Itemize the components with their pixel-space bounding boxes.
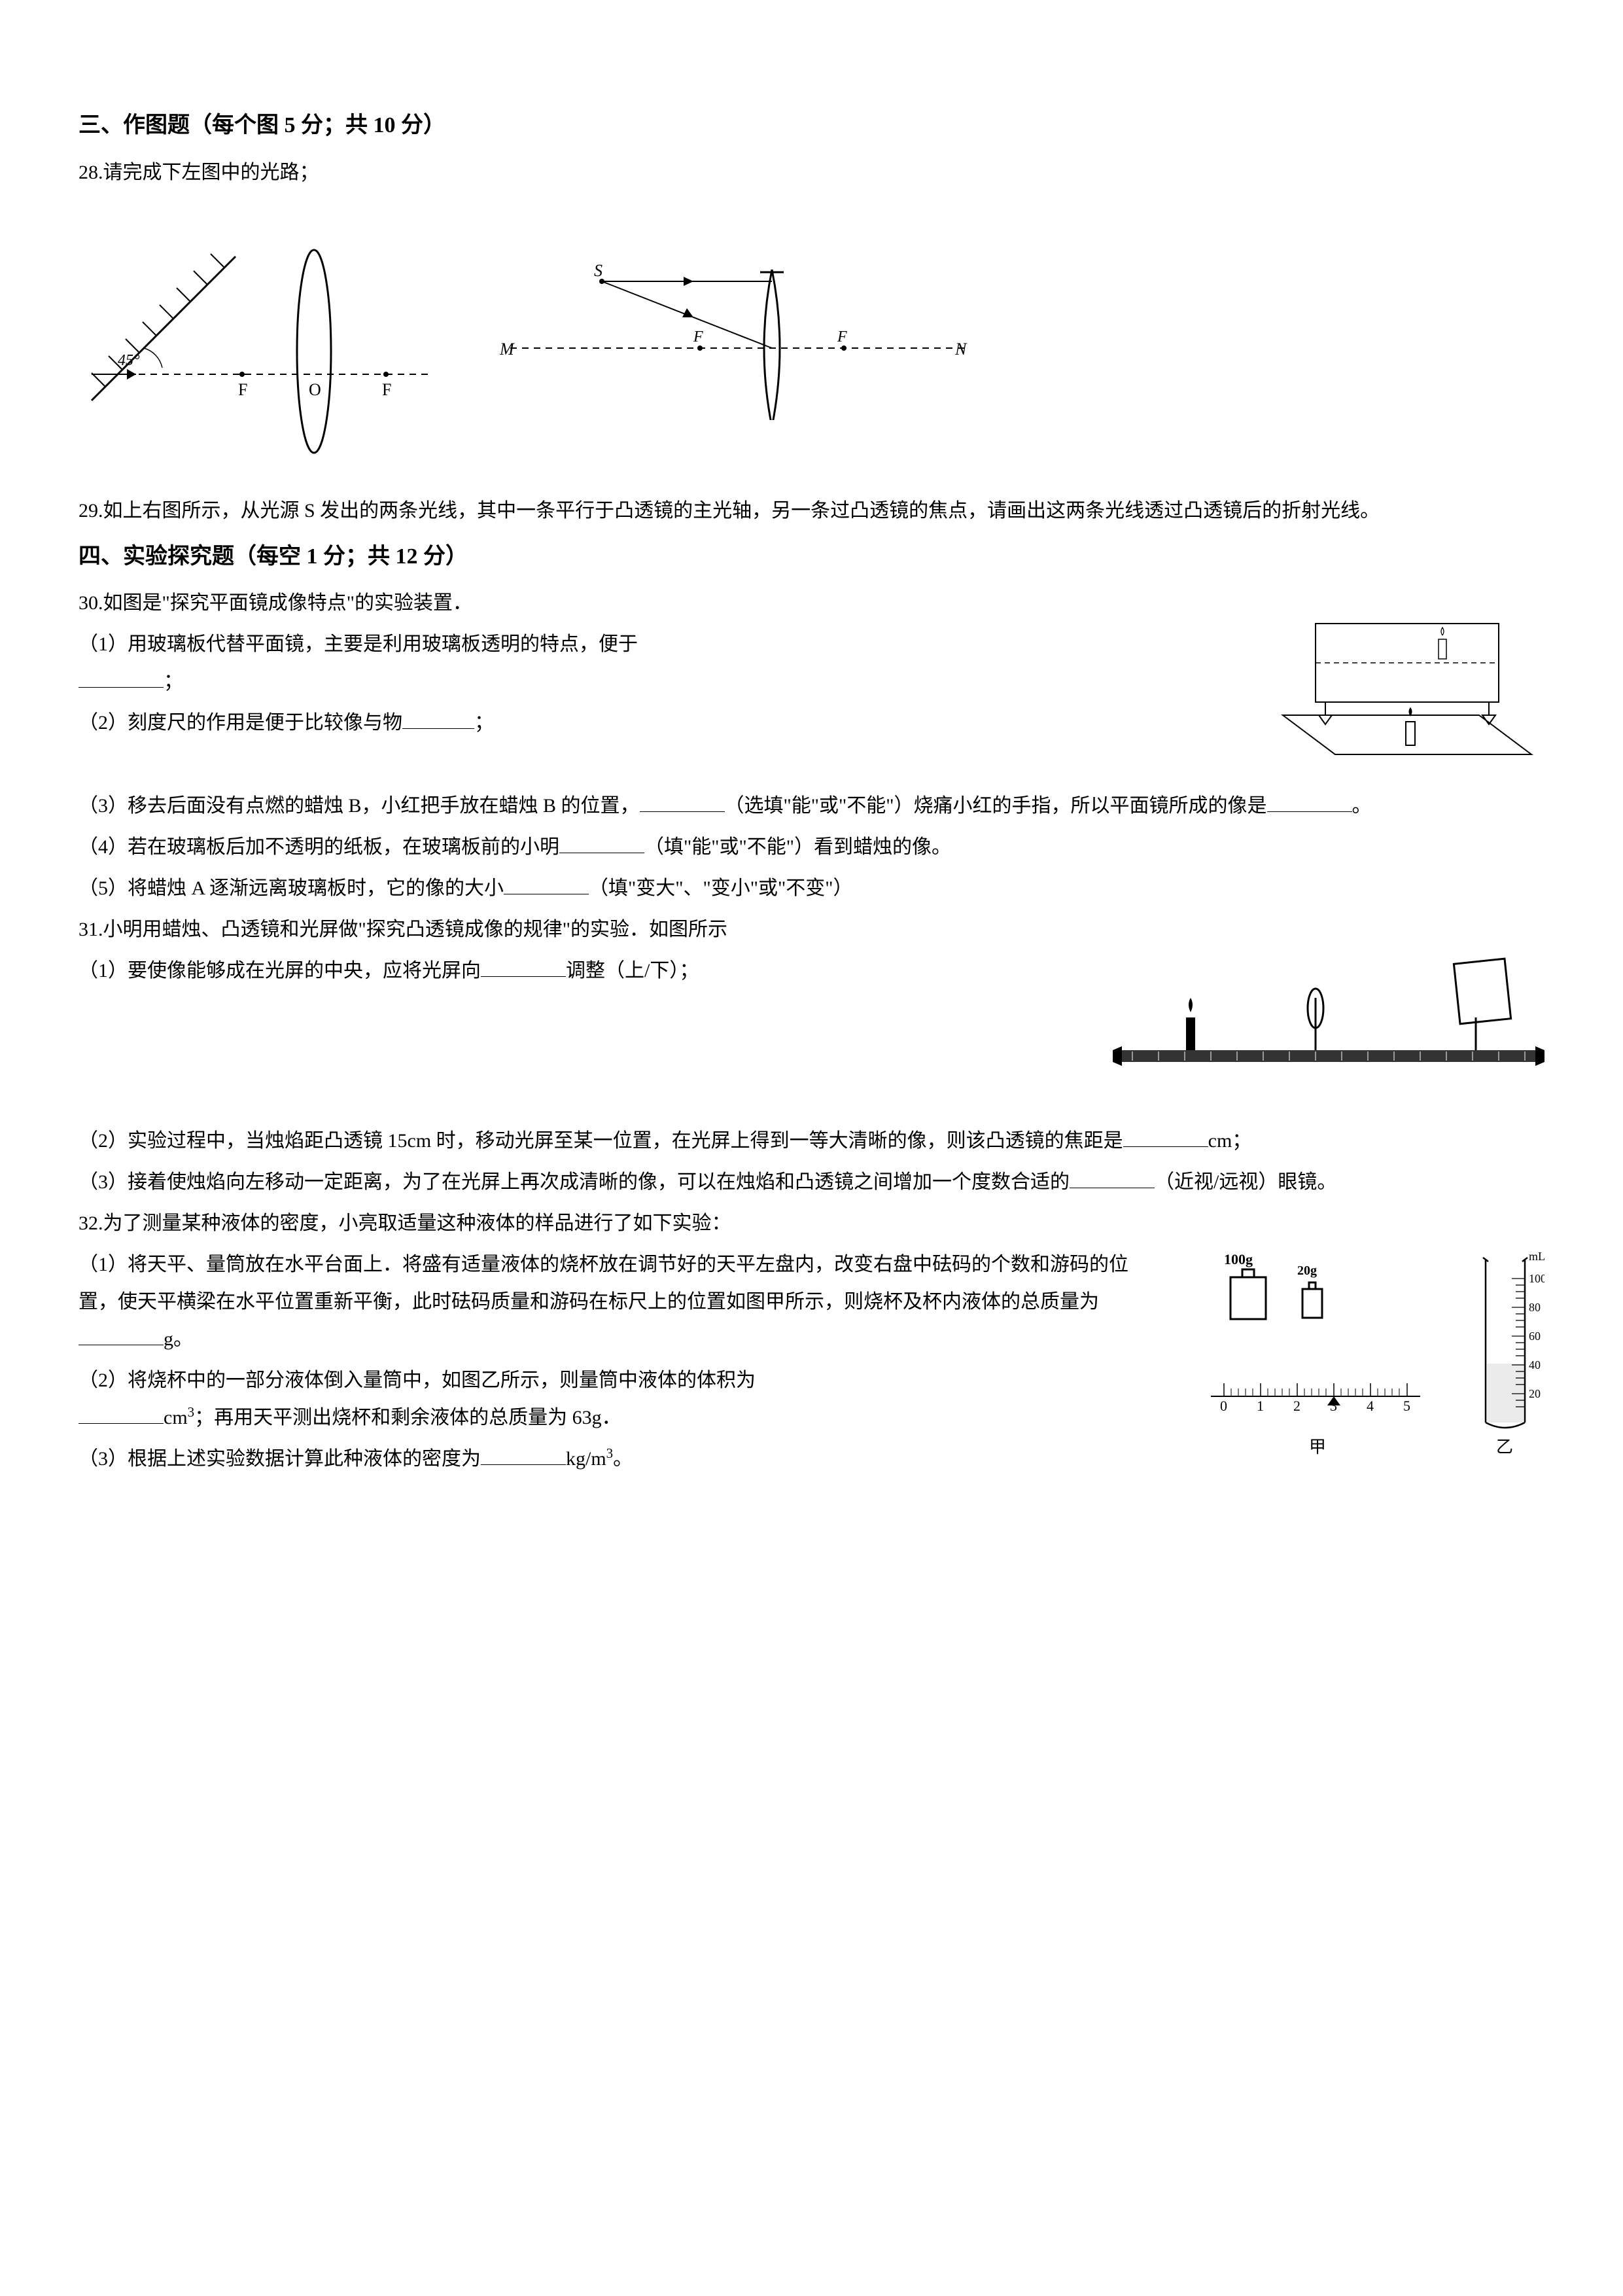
q30-blank2[interactable]	[402, 705, 474, 729]
q31-blank1[interactable]	[481, 953, 566, 977]
fig-balance-cylinder: 100g 20g 0 1 2 3 4 5	[1204, 1246, 1544, 1481]
q32-intro-text: 为了测量某种液体的密度，小亮取适量这种液体的样品进行了如下实验：	[103, 1212, 731, 1234]
svg-text:80: 80	[1529, 1301, 1541, 1314]
svg-text:4: 4	[1367, 1398, 1374, 1414]
q30-blank6[interactable]	[504, 871, 589, 894]
q29-num: 29.	[79, 500, 103, 521]
svg-text:0: 0	[1220, 1398, 1227, 1414]
q32-blank2[interactable]	[79, 1400, 164, 1424]
svg-text:20: 20	[1529, 1387, 1541, 1400]
q28: 28.请完成下左图中的光路；	[79, 154, 1544, 191]
q30-blank5[interactable]	[559, 830, 644, 853]
q31-p3: （3）接着使烛焰向左移动一定距离，为了在光屏上再次成清晰的像，可以在烛焰和凸透镜…	[79, 1163, 1544, 1201]
fig-mirror-lens: 45° F O F	[79, 204, 445, 466]
svg-text:F: F	[382, 380, 391, 399]
q32-intro: 32.为了测量某种液体的密度，小亮取适量这种液体的样品进行了如下实验：	[79, 1205, 1544, 1242]
angle-45: 45°	[118, 352, 140, 369]
fig-s-lens: S F F M N	[497, 250, 981, 420]
q28-num: 28.	[79, 162, 103, 183]
svg-text:O: O	[309, 380, 321, 399]
svg-text:S: S	[594, 261, 602, 280]
svg-text:5: 5	[1403, 1398, 1410, 1414]
q30-num: 30.	[79, 592, 103, 614]
q32-p1: （1）将天平、量筒放在水平台面上．将盛有适量液体的烧杯放在调节好的天平左盘内，改…	[79, 1246, 1151, 1358]
q30-p4: （4）若在玻璃板后加不透明的纸板，在玻璃板前的小明（填"能"或"不能"）看到蜡烛…	[79, 828, 1544, 866]
svg-text:mL: mL	[1529, 1250, 1544, 1263]
svg-text:N: N	[954, 340, 968, 359]
q32-blank3[interactable]	[481, 1441, 566, 1465]
q28-figures: 45° F O F S F F M N	[79, 204, 1544, 466]
q30-p5: （5）将蜡烛 A 逐渐远离玻璃板时，它的像的大小（填"变大"、"变小"或"不变"…	[79, 870, 1544, 907]
q29-text: 如上右图所示，从光源 S 发出的两条光线，其中一条平行于凸透镜的主光轴，另一条过…	[103, 500, 1380, 521]
q31-blank2[interactable]	[1123, 1123, 1208, 1147]
q31-intro-text: 小明用蜡烛、凸透镜和光屏做"探究凸透镜成像的规律"的实验．如图所示	[103, 919, 728, 940]
q31-num: 31.	[79, 919, 103, 940]
svg-text:40: 40	[1529, 1358, 1541, 1371]
fig-optical-bench	[1113, 952, 1544, 1076]
q31-p2: （2）实验过程中，当烛焰距凸透镜 15cm 时，移动光屏至某一位置，在光屏上得到…	[79, 1122, 1544, 1159]
q30-blank1[interactable]	[79, 664, 164, 688]
section4-title: 四、实验探究题（每空 1 分；共 12 分）	[79, 536, 1544, 578]
q32-p3: （3）根据上述实验数据计算此种液体的密度为kg/m3。	[79, 1440, 1151, 1477]
svg-text:乙: 乙	[1496, 1438, 1513, 1457]
svg-text:F: F	[238, 380, 247, 399]
q30-p3: （3）移去后面没有点燃的蜡烛 B，小红把手放在蜡烛 B 的位置，（选填"能"或"…	[79, 787, 1544, 824]
svg-text:100: 100	[1529, 1272, 1544, 1285]
q28-text: 请完成下左图中的光路；	[103, 162, 319, 183]
q30-intro-text: 如图是"探究平面镜成像特点"的实验装置．	[103, 592, 473, 614]
svg-text:甲: 甲	[1309, 1438, 1326, 1457]
q31-intro: 31.小明用蜡烛、凸透镜和光屏做"探究凸透镜成像的规律"的实验．如图所示	[79, 911, 1544, 948]
svg-text:20g: 20g	[1297, 1263, 1317, 1278]
svg-text:2: 2	[1293, 1398, 1300, 1414]
q32-p2: （2）将烧杯中的一部分液体倒入量筒中，如图乙所示，则量筒中液体的体积为 cm3；…	[79, 1362, 1151, 1436]
q29: 29.如上右图所示，从光源 S 发出的两条光线，其中一条平行于凸透镜的主光轴，另…	[79, 492, 1544, 529]
svg-text:F: F	[693, 328, 703, 345]
q32-num: 32.	[79, 1212, 103, 1234]
svg-text:60: 60	[1529, 1330, 1541, 1343]
fig-plane-mirror	[1270, 584, 1544, 768]
svg-text:M: M	[499, 340, 515, 359]
q31-blank3[interactable]	[1070, 1165, 1155, 1188]
svg-text:100g: 100g	[1224, 1251, 1253, 1267]
section3-title: 三、作图题（每个图 5 分；共 10 分）	[79, 105, 1544, 147]
q30-blank4[interactable]	[1267, 788, 1352, 812]
q32-blank1[interactable]	[79, 1322, 164, 1345]
svg-text:F: F	[837, 328, 847, 345]
svg-text:1: 1	[1257, 1398, 1264, 1414]
q30-blank3[interactable]	[640, 788, 725, 812]
